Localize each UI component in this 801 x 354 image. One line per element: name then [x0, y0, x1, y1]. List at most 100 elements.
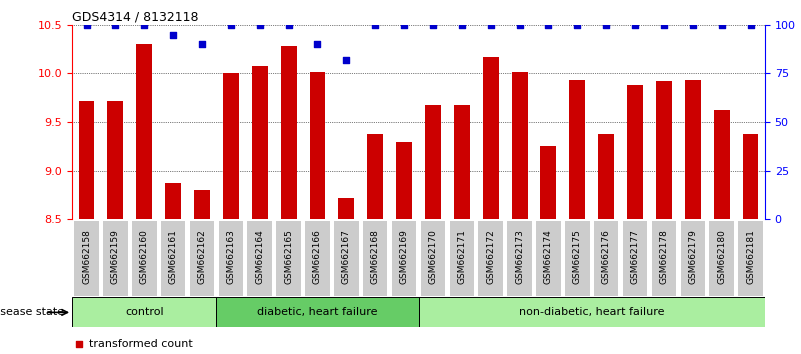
- Text: transformed count: transformed count: [90, 339, 193, 349]
- Text: GSM662161: GSM662161: [169, 229, 178, 284]
- FancyBboxPatch shape: [622, 221, 647, 296]
- Bar: [396, 142, 412, 219]
- Bar: [541, 147, 557, 219]
- FancyBboxPatch shape: [276, 221, 301, 296]
- Bar: [78, 101, 95, 219]
- Text: GSM662176: GSM662176: [602, 229, 610, 284]
- Bar: [309, 73, 325, 219]
- FancyBboxPatch shape: [248, 221, 272, 296]
- Text: GSM662175: GSM662175: [573, 229, 582, 284]
- Bar: [252, 66, 268, 219]
- Text: GSM662163: GSM662163: [227, 229, 235, 284]
- Point: [397, 22, 410, 28]
- Point: [253, 22, 266, 28]
- Text: GSM662172: GSM662172: [486, 229, 495, 284]
- Point: [475, 280, 488, 286]
- Bar: [743, 134, 759, 219]
- FancyBboxPatch shape: [216, 297, 418, 327]
- Point: [658, 22, 670, 28]
- Bar: [685, 80, 701, 219]
- Text: GSM662171: GSM662171: [457, 229, 466, 284]
- Text: GSM662159: GSM662159: [111, 229, 120, 284]
- Bar: [136, 44, 152, 219]
- Point: [138, 22, 151, 28]
- FancyBboxPatch shape: [449, 221, 474, 296]
- FancyBboxPatch shape: [739, 221, 763, 296]
- Point: [456, 22, 469, 28]
- Text: GSM662166: GSM662166: [313, 229, 322, 284]
- Point: [485, 22, 497, 28]
- FancyBboxPatch shape: [478, 221, 503, 296]
- Point: [282, 22, 295, 28]
- Point: [80, 22, 93, 28]
- FancyBboxPatch shape: [161, 221, 185, 296]
- Text: GSM662180: GSM662180: [717, 229, 727, 284]
- Bar: [598, 134, 614, 219]
- FancyBboxPatch shape: [536, 221, 561, 296]
- Bar: [570, 80, 586, 219]
- Text: non-diabetic, heart failure: non-diabetic, heart failure: [519, 307, 665, 318]
- Point: [715, 22, 728, 28]
- FancyBboxPatch shape: [363, 221, 388, 296]
- Bar: [656, 81, 672, 219]
- Point: [542, 22, 555, 28]
- Bar: [107, 101, 123, 219]
- Point: [571, 22, 584, 28]
- Point: [629, 22, 642, 28]
- FancyBboxPatch shape: [103, 221, 127, 296]
- FancyBboxPatch shape: [652, 221, 676, 296]
- Text: GSM662167: GSM662167: [342, 229, 351, 284]
- Point: [224, 22, 237, 28]
- FancyBboxPatch shape: [421, 221, 445, 296]
- Text: GSM662170: GSM662170: [429, 229, 437, 284]
- Text: GSM662178: GSM662178: [659, 229, 668, 284]
- Bar: [368, 134, 383, 219]
- FancyBboxPatch shape: [74, 221, 99, 296]
- Text: GDS4314 / 8132118: GDS4314 / 8132118: [72, 11, 199, 24]
- FancyBboxPatch shape: [305, 221, 330, 296]
- Bar: [280, 46, 296, 219]
- Text: GSM662181: GSM662181: [746, 229, 755, 284]
- Text: GSM662162: GSM662162: [198, 229, 207, 284]
- FancyBboxPatch shape: [418, 297, 765, 327]
- Text: GSM662165: GSM662165: [284, 229, 293, 284]
- FancyBboxPatch shape: [594, 221, 618, 296]
- Bar: [194, 190, 210, 219]
- FancyBboxPatch shape: [219, 221, 244, 296]
- Point: [195, 41, 208, 47]
- Bar: [425, 105, 441, 219]
- Bar: [165, 183, 181, 219]
- Text: control: control: [125, 307, 163, 318]
- FancyBboxPatch shape: [190, 221, 215, 296]
- Text: GSM662160: GSM662160: [139, 229, 149, 284]
- Bar: [512, 73, 528, 219]
- Text: disease state: disease state: [0, 307, 64, 318]
- Text: GSM662173: GSM662173: [515, 229, 524, 284]
- Point: [167, 32, 179, 37]
- Text: GSM662158: GSM662158: [82, 229, 91, 284]
- Point: [340, 57, 352, 63]
- FancyBboxPatch shape: [565, 221, 590, 296]
- Text: GSM662179: GSM662179: [688, 229, 698, 284]
- Bar: [714, 110, 730, 219]
- Bar: [223, 74, 239, 219]
- Point: [475, 86, 488, 91]
- Text: GSM662164: GSM662164: [256, 229, 264, 284]
- Point: [744, 22, 757, 28]
- Bar: [483, 57, 499, 219]
- Text: GSM662169: GSM662169: [400, 229, 409, 284]
- FancyBboxPatch shape: [72, 297, 216, 327]
- Point: [109, 22, 122, 28]
- FancyBboxPatch shape: [710, 221, 734, 296]
- Point: [368, 22, 381, 28]
- Bar: [454, 105, 469, 219]
- Bar: [627, 85, 643, 219]
- FancyBboxPatch shape: [681, 221, 705, 296]
- FancyBboxPatch shape: [392, 221, 417, 296]
- Text: GSM662177: GSM662177: [630, 229, 639, 284]
- Point: [311, 41, 324, 47]
- Text: GSM662168: GSM662168: [371, 229, 380, 284]
- FancyBboxPatch shape: [507, 221, 532, 296]
- Bar: [338, 198, 354, 219]
- Text: diabetic, heart failure: diabetic, heart failure: [257, 307, 378, 318]
